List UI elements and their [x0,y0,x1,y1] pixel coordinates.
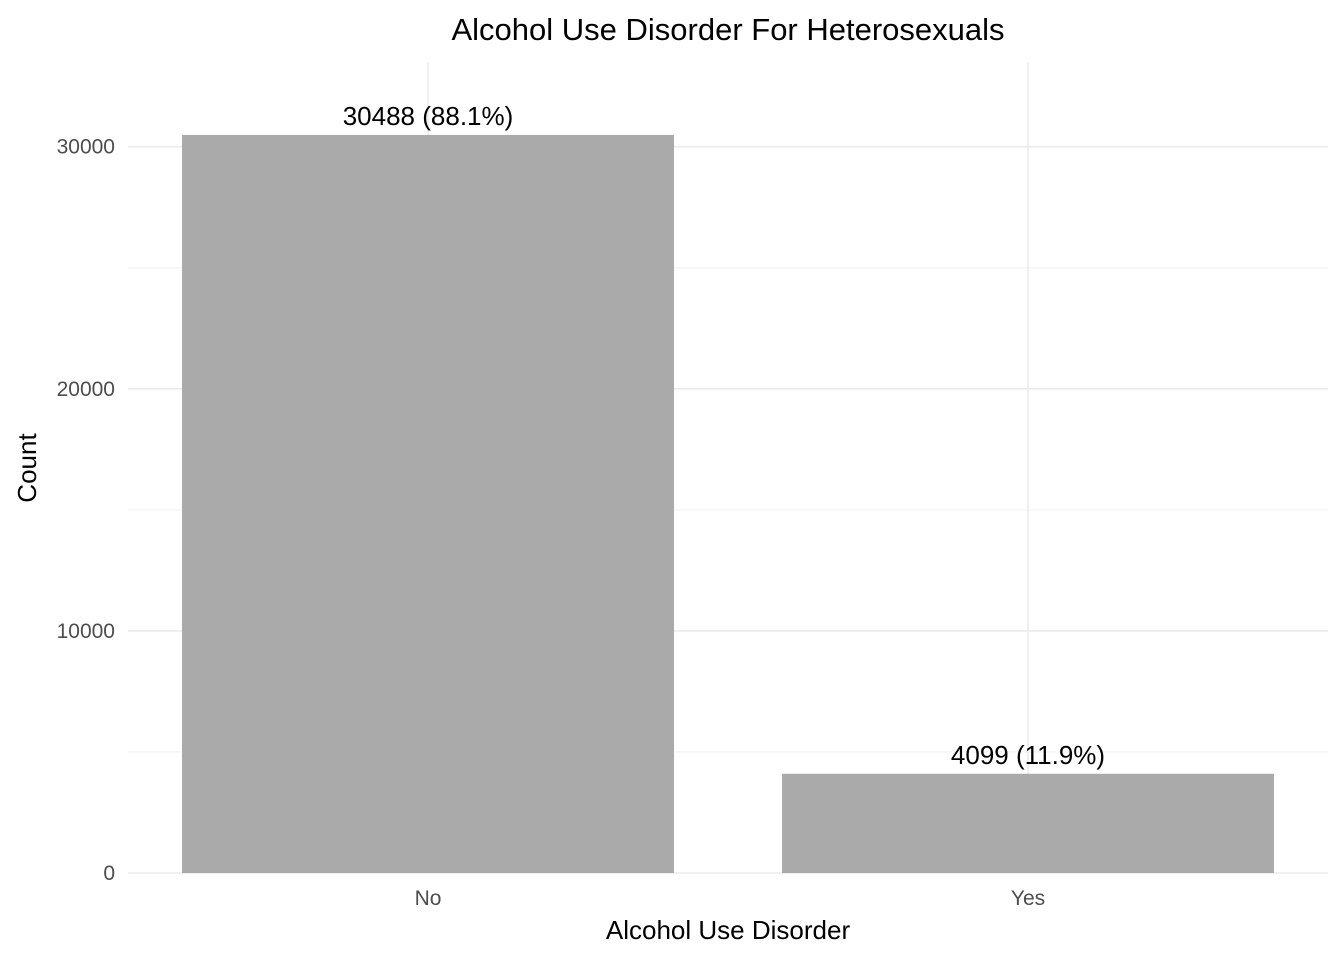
y-tick-label: 10000 [57,620,115,643]
y-tick-label: 0 [103,862,115,885]
chart-title: Alcohol Use Disorder For Heterosexuals [451,12,1004,47]
data-labels: 30488 (88.1%) 4099 (11.9%) [343,101,1105,770]
x-axis-ticks: No Yes [415,887,1046,910]
x-tick-label: No [415,887,442,910]
bar-yes [782,773,1274,873]
bars [182,134,1274,874]
y-tick-label: 20000 [57,378,115,401]
x-tick-label: Yes [1011,887,1045,910]
data-label: 4099 (11.9%) [951,740,1105,770]
bar-no [182,134,674,874]
y-axis-ticks: 0 10000 20000 30000 [57,136,115,885]
data-label: 30488 (88.1%) [343,101,514,131]
y-axis-title: Count [12,433,42,503]
y-tick-label: 30000 [57,136,115,159]
x-axis-title: Alcohol Use Disorder [606,915,851,945]
